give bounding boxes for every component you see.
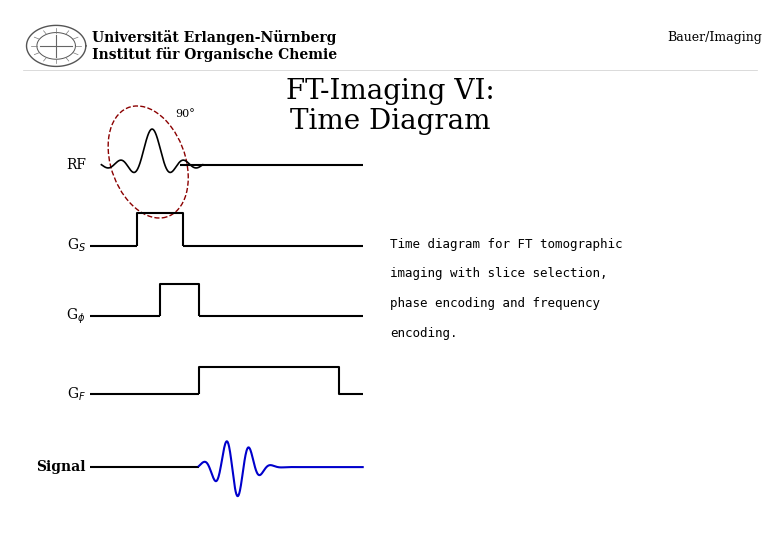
Text: Bauer/Imaging: Bauer/Imaging <box>667 31 762 44</box>
Text: G$_F$: G$_F$ <box>67 386 86 403</box>
Text: Signal: Signal <box>37 460 86 474</box>
Text: Time Diagram: Time Diagram <box>289 108 491 135</box>
Text: imaging with slice selection,: imaging with slice selection, <box>390 267 608 280</box>
Text: Time diagram for FT tomographic: Time diagram for FT tomographic <box>390 238 622 251</box>
Text: 90°: 90° <box>176 109 195 119</box>
Text: phase encoding and frequency: phase encoding and frequency <box>390 297 600 310</box>
Text: Universität Erlangen-Nürnberg: Universität Erlangen-Nürnberg <box>92 30 336 45</box>
Text: G$_S$: G$_S$ <box>67 237 86 254</box>
Text: RF: RF <box>66 158 86 172</box>
Text: encoding.: encoding. <box>390 327 458 340</box>
Text: G$_\phi$: G$_\phi$ <box>66 306 86 326</box>
Text: Institut für Organische Chemie: Institut für Organische Chemie <box>92 46 337 62</box>
Text: FT-Imaging VI:: FT-Imaging VI: <box>285 78 495 105</box>
